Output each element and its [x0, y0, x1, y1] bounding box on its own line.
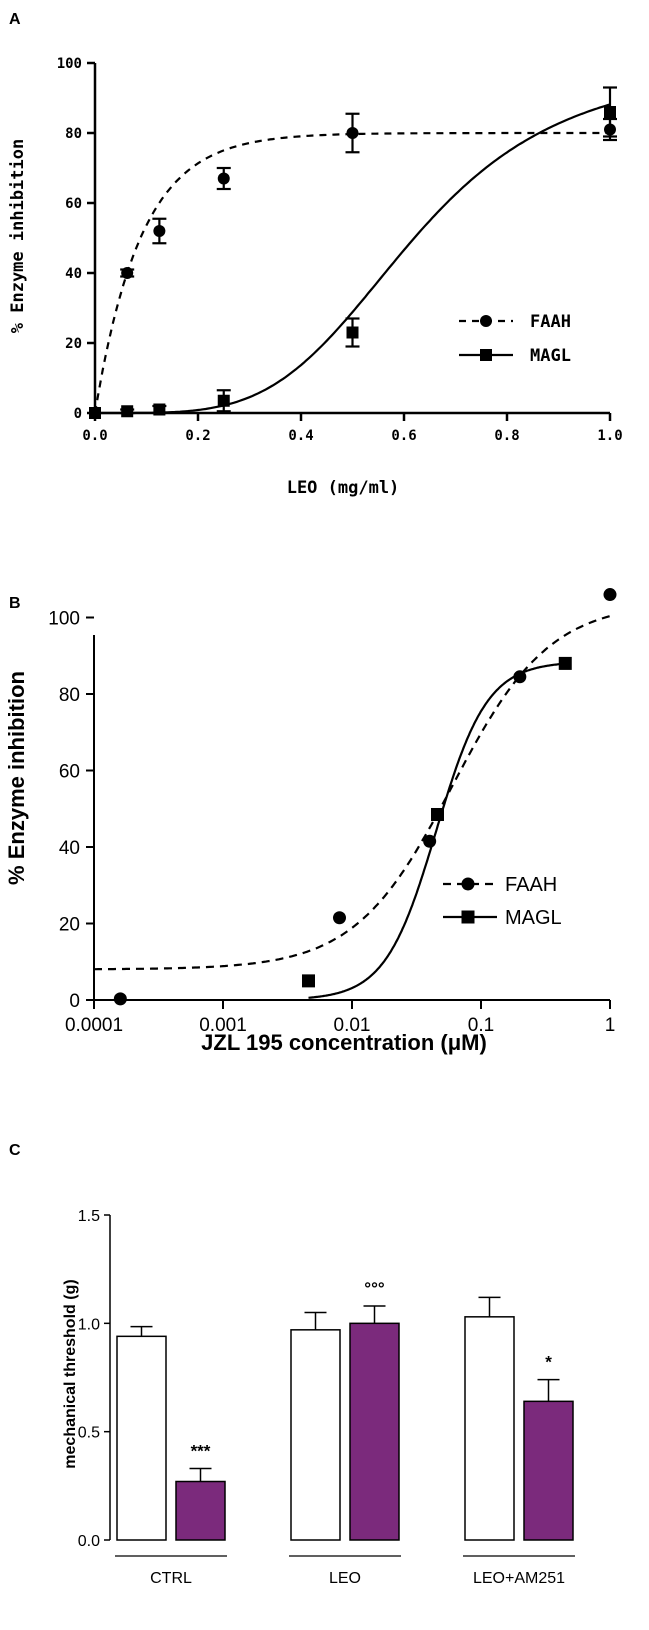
chart-c-ytick-label: 0.0	[78, 1533, 100, 1550]
magl-point	[430, 807, 444, 821]
faah-point	[423, 834, 437, 848]
chart-b-ytick-label: 0	[69, 991, 80, 1012]
panel-b-letter: B	[9, 595, 21, 612]
chart-c-ylabel: mechanical threshold (g)	[62, 1279, 79, 1468]
chart-a-ytick-label: 100	[57, 56, 82, 72]
ctrl-category-label: CTRL	[150, 1570, 192, 1587]
faah-legend-label: FAAH	[530, 312, 571, 332]
chart-b-ytick-label: 60	[59, 762, 80, 783]
chart-c: mechanical threshold (g) 0.0 0.5 1.0 1.5 CTR…	[62, 1208, 575, 1587]
significance-marker: °°°	[364, 1279, 385, 1298]
chart-b: % Enzyme inhibition JZL 195 concentratio…	[4, 588, 617, 1055]
chart-a-ytick-label: 20	[65, 336, 82, 352]
magl-fit-curve	[95, 103, 611, 415]
significance-marker: ***	[191, 1442, 211, 1461]
chart-b-ytick-label: 100	[48, 609, 80, 630]
chart-a-xtick-label: 0.6	[391, 428, 416, 444]
magl-legend-marker	[480, 349, 492, 361]
leo-am251-bar-1	[464, 1316, 515, 1541]
chart-c-ytick-label: 1.0	[78, 1316, 100, 1333]
chart-b-xtick-label: 0.0001	[65, 1015, 123, 1036]
chart-b-xlabel: JZL 195 concentration (μM)	[201, 1030, 487, 1055]
faah-legend-label: FAAH	[505, 874, 557, 896]
chart-b-xtick-label: 0.001	[199, 1015, 247, 1036]
faah-point	[513, 670, 527, 684]
chart-b-ylabel: % Enzyme inhibition	[4, 671, 29, 885]
chart-a-xtick-label: 1.0	[597, 428, 622, 444]
faah-point	[346, 127, 359, 139]
chart-a-xtick-label: 0.2	[185, 428, 210, 444]
magl-point	[121, 405, 134, 418]
leo-bar-1	[290, 1329, 341, 1541]
magl-point	[558, 656, 572, 670]
chart-b-xtick-label: 0.01	[334, 1015, 371, 1036]
leo-am251-bar-2	[523, 1400, 574, 1541]
faah-point	[153, 225, 166, 237]
ctrl-bar-1	[116, 1335, 167, 1541]
significance-marker: *	[545, 1353, 552, 1372]
ctrl-bar-2	[175, 1480, 226, 1541]
leo-am251-category-label: LEO+AM251	[473, 1570, 565, 1587]
chart-b-ytick-label: 80	[59, 685, 80, 706]
faah-point	[603, 588, 617, 602]
magl-point	[217, 394, 230, 407]
chart-a: % Enzyme inhibition LEO (mg/ml) 0 20 40 60 8…	[8, 56, 623, 498]
faah-point	[332, 911, 346, 925]
chart-a-xtick-label: 0.8	[494, 428, 519, 444]
chart-b-xtick-label: 1	[605, 1015, 616, 1036]
chart-a-xlabel: LEO (mg/ml)	[287, 478, 400, 498]
magl-point	[346, 326, 359, 339]
chart-c-ytick-label: 0.5	[78, 1425, 100, 1442]
faah-point	[217, 172, 230, 185]
magl-fit-curve	[308, 662, 566, 999]
magl-point	[604, 106, 616, 118]
magl-point	[153, 403, 166, 416]
chart-a-xtick-label: 0.0	[82, 428, 107, 444]
faah-legend-marker	[461, 877, 475, 891]
magl-point	[301, 974, 315, 988]
chart-a-ytick-label: 80	[65, 126, 82, 142]
leo-category-label: LEO	[329, 1570, 361, 1587]
chart-c-ytick-label: 1.5	[78, 1208, 100, 1225]
chart-a-ytick-label: 0	[74, 406, 82, 422]
chart-a-ylabel: % Enzyme inhibition	[8, 139, 28, 333]
panel-c-letter: C	[9, 1142, 21, 1159]
chart-a-ytick-label: 40	[65, 266, 82, 282]
faah-fit-curve	[93, 131, 610, 414]
chart-a-ytick-label: 60	[65, 196, 82, 212]
leo-bar-2	[349, 1322, 400, 1541]
chart-b-ytick-label: 40	[59, 838, 80, 859]
magl-legend-label: MAGL	[530, 346, 571, 366]
panel-a-letter: A	[9, 11, 21, 28]
chart-a-xtick-label: 0.4	[288, 428, 313, 444]
magl-point	[89, 407, 101, 419]
faah-legend-marker	[480, 315, 492, 327]
magl-legend-marker	[461, 910, 475, 924]
chart-b-xtick-label: 0.1	[468, 1015, 494, 1036]
chart-b-ytick-label: 20	[59, 915, 80, 936]
magl-legend-label: MAGL	[505, 907, 562, 929]
faah-point	[121, 267, 134, 279]
faah-point	[113, 992, 127, 1006]
